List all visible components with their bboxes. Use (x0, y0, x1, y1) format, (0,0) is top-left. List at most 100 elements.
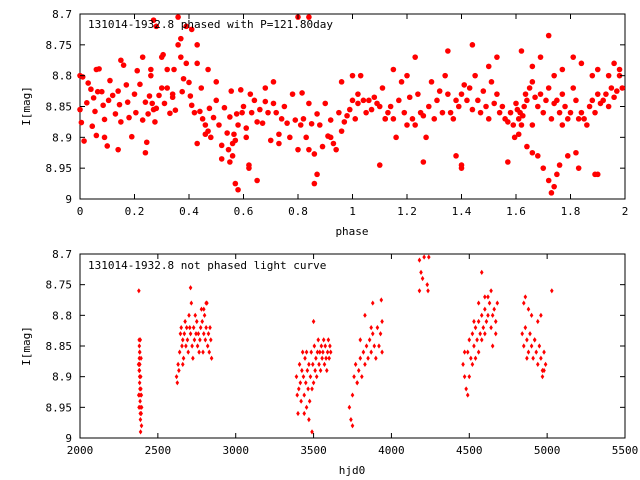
data-point (225, 146, 232, 153)
data-point (524, 97, 530, 104)
data-point (475, 337, 479, 343)
data-point (425, 282, 430, 288)
x-tick-label: 3500 (300, 444, 327, 457)
x-axis-label: phase (335, 225, 368, 238)
data-point (186, 349, 191, 355)
data-point (573, 97, 579, 104)
data-point (325, 367, 329, 374)
data-point (489, 325, 493, 331)
data-point (476, 300, 481, 306)
data-point (524, 143, 530, 150)
x-tick-label: 4000 (378, 444, 405, 457)
x-tick-label: 5000 (534, 444, 561, 457)
plot-frame (79, 253, 626, 439)
data-point (376, 162, 383, 168)
data-point (453, 153, 459, 159)
data-point (120, 62, 127, 68)
data-point (139, 386, 143, 392)
data-point (224, 130, 230, 136)
data-point (105, 97, 112, 104)
data-point (525, 337, 529, 343)
data-point (518, 48, 525, 54)
data-point (204, 300, 208, 306)
data-point (367, 337, 372, 343)
data-point (133, 109, 139, 116)
data-point (467, 374, 472, 380)
data-point (380, 318, 384, 325)
data-point (267, 137, 274, 144)
data-point (311, 180, 318, 187)
data-point (556, 109, 563, 116)
data-point (415, 91, 421, 97)
data-point (164, 66, 170, 73)
data-point (308, 374, 313, 380)
data-point (458, 91, 465, 97)
data-point (188, 331, 193, 337)
data-point (254, 177, 260, 184)
data-point (412, 54, 418, 60)
data-point (600, 97, 606, 104)
data-point (478, 331, 482, 337)
data-point (126, 114, 132, 121)
plot-frame (79, 13, 626, 200)
data-point (537, 343, 542, 349)
data-point (174, 374, 179, 380)
data-point (195, 343, 200, 349)
data-point (313, 367, 317, 374)
data-point (327, 134, 334, 141)
data-point (104, 143, 111, 149)
data-point (251, 97, 258, 104)
data-point (453, 97, 459, 104)
data-point (190, 343, 194, 349)
data-point (473, 355, 478, 361)
data-point (526, 306, 531, 312)
data-point (206, 105, 213, 112)
data-point (385, 109, 391, 116)
data-point (366, 355, 370, 361)
data-point (483, 294, 487, 300)
data-point (390, 66, 397, 73)
data-point (505, 119, 511, 125)
data-point (409, 116, 416, 122)
data-point (109, 92, 116, 99)
data-point (202, 312, 207, 318)
data-point (194, 42, 200, 48)
data-point (578, 109, 585, 116)
data-point (529, 122, 536, 128)
data-point (175, 380, 180, 386)
data-point (138, 337, 143, 343)
data-point (227, 159, 233, 165)
data-point (470, 361, 475, 367)
data-point (436, 88, 443, 94)
data-point (314, 374, 319, 380)
data-point (292, 117, 299, 123)
axis-ticks: 2000 2500 3000 3500 4000 4500 5000 5500 8.7 8.75 8… (46, 248, 639, 457)
data-point (188, 102, 195, 109)
data-point (142, 149, 149, 156)
y-tick-label: 8.95 (46, 401, 73, 414)
data-point (287, 134, 293, 141)
data-point (545, 32, 552, 39)
data-point (323, 343, 328, 349)
data-point (486, 312, 490, 318)
y-tick-label: 8.7 (52, 8, 72, 21)
data-point (523, 294, 528, 300)
y-tick-label: 8.9 (52, 131, 72, 144)
data-point (180, 75, 187, 82)
data-point (462, 349, 467, 355)
y-tick-label: 8.8 (52, 309, 72, 322)
data-point (493, 331, 498, 337)
data-point (306, 146, 312, 153)
data-points (136, 254, 554, 435)
data-point (537, 91, 544, 97)
data-point (592, 109, 598, 116)
data-point (472, 318, 476, 325)
data-point (353, 361, 358, 367)
data-point (276, 140, 282, 147)
data-point (556, 162, 563, 168)
data-point (201, 331, 206, 337)
data-point (115, 146, 121, 153)
data-point (584, 122, 590, 128)
data-point (101, 116, 108, 123)
data-point (318, 349, 322, 355)
